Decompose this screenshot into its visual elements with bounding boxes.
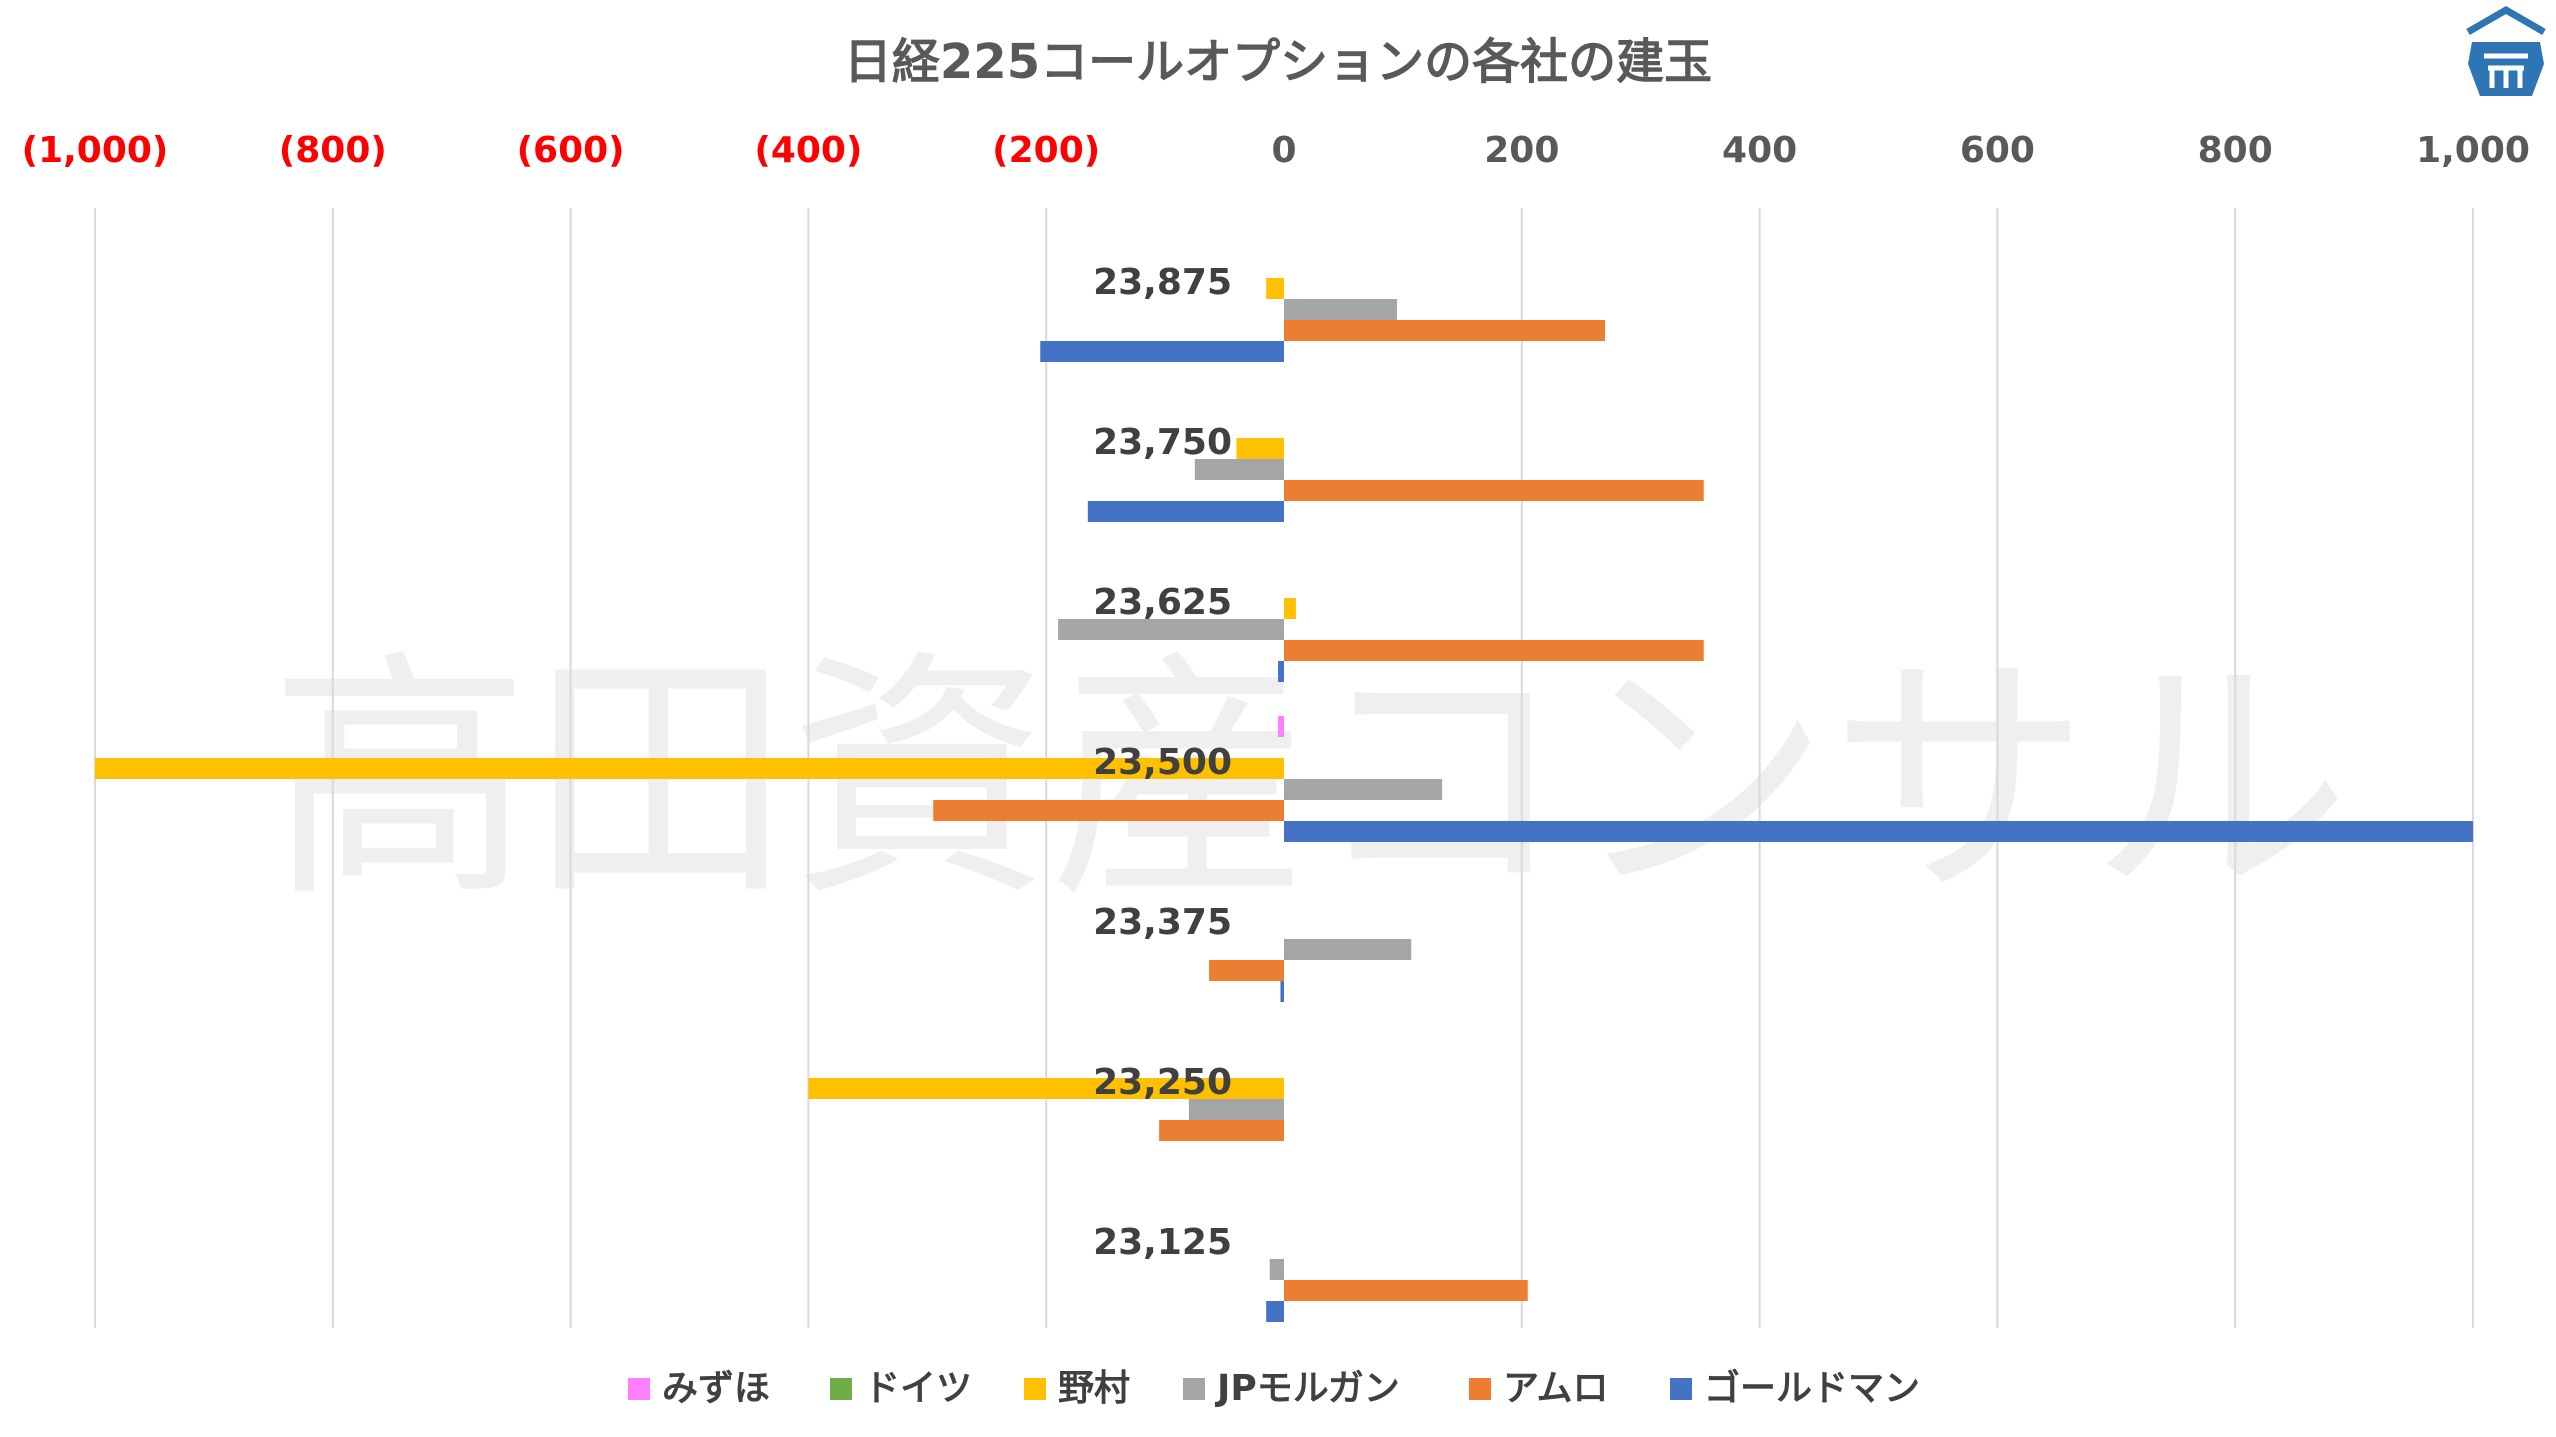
bar-ゴールドマン-23,125 — [1266, 1301, 1284, 1322]
bar-JPモルガン-23,875 — [1284, 299, 1397, 320]
logo-mark — [2484, 53, 2528, 88]
bar-ゴールドマン-23,750 — [1087, 501, 1284, 522]
bar-JPモルガン-23,250 — [1188, 1099, 1284, 1120]
x-tick-label: 0 — [1271, 130, 1296, 171]
bar-野村-23,500 — [95, 758, 1284, 779]
bar-アムロ-23,625 — [1284, 640, 1704, 661]
legend-swatch — [1183, 1378, 1205, 1400]
legend-item: ゴールドマン — [1670, 1367, 1920, 1409]
legend-item: みずほ — [628, 1368, 770, 1409]
bar-アムロ-23,250 — [1159, 1120, 1284, 1141]
legend-swatch — [1670, 1378, 1692, 1400]
bar-アムロ-23,375 — [1209, 960, 1284, 981]
category-label: 23,500 — [1093, 742, 1232, 783]
legend: みずほ ドイツ 野村 JPモルガン アムロ ゴールドマン — [628, 1367, 1920, 1409]
legend-item: JPモルガン — [1183, 1368, 1400, 1409]
bar-JPモルガン-23,625 — [1058, 619, 1284, 640]
legend-label: JPモルガン — [1214, 1368, 1400, 1409]
category-labels: 23,875 23,750 23,625 23,500 23,375 23,250 23,1… — [1093, 262, 1232, 1263]
logo-icon — [2466, 5, 2546, 96]
x-tick-label: 400 — [1722, 130, 1797, 171]
category-label: 23,250 — [1093, 1062, 1232, 1103]
legend-label: アムロ — [1503, 1368, 1608, 1409]
category-label: 23,875 — [1093, 262, 1232, 303]
x-tick-label: 600 — [1960, 130, 2035, 171]
legend-swatch — [1469, 1378, 1491, 1400]
category-label: 23,750 — [1093, 422, 1232, 463]
x-tick-label: 800 — [2198, 130, 2273, 171]
bar-アムロ-23,125 — [1284, 1280, 1528, 1301]
bar-アムロ-23,750 — [1284, 480, 1704, 501]
legend-swatch — [628, 1378, 650, 1400]
x-tick-label: (400) — [754, 130, 862, 171]
legend-item: アムロ — [1469, 1368, 1608, 1409]
legend-item: 野村 — [1024, 1368, 1130, 1409]
bar-JPモルガン-23,125 — [1269, 1259, 1284, 1280]
legend-label: ドイツ — [864, 1368, 972, 1409]
bar-アムロ-23,875 — [1284, 320, 1606, 341]
x-tick-label: (600) — [517, 130, 625, 171]
x-tick-label: (1,000) — [22, 130, 169, 171]
x-tick-label: 1,000 — [2416, 130, 2530, 171]
category-label: 23,625 — [1093, 582, 1232, 623]
bar-野村-23,625 — [1284, 598, 1296, 619]
bar-JPモルガン-23,750 — [1194, 459, 1284, 480]
bars — [95, 278, 2473, 1322]
bar-野村-23,750 — [1236, 438, 1284, 459]
logo-roof — [2466, 5, 2546, 36]
legend-label: 野村 — [1058, 1368, 1130, 1409]
x-axis-ticks: (1,000) (800) (600) (400) (200) 0 200 400 600 800… — [22, 130, 2530, 171]
legend-swatch — [1024, 1378, 1046, 1400]
chart-title: 日経225コールオプションの各社の建玉 — [844, 34, 1712, 90]
bar-野村-23,875 — [1266, 278, 1284, 299]
legend-label: みずほ — [662, 1368, 770, 1409]
legend-item: ドイツ — [830, 1368, 972, 1409]
bar-アムロ-23,500 — [933, 800, 1284, 821]
bar-みずほ-23,500 — [1278, 716, 1284, 737]
bar-ゴールドマン-23,500 — [1284, 821, 2473, 842]
bar-野村-23,250 — [808, 1078, 1284, 1099]
bar-ゴールドマン-23,625 — [1278, 661, 1284, 682]
category-label: 23,375 — [1093, 902, 1232, 943]
x-tick-label: (800) — [279, 130, 387, 171]
legend-swatch — [830, 1378, 852, 1400]
bar-JPモルガン-23,500 — [1284, 779, 1443, 800]
x-tick-label: 200 — [1484, 130, 1559, 171]
bar-ゴールドマン-23,875 — [1040, 341, 1284, 362]
bar-JPモルガン-23,375 — [1284, 939, 1412, 960]
category-label: 23,125 — [1093, 1222, 1232, 1263]
bar-ゴールドマン-23,375 — [1280, 981, 1284, 1002]
legend-label: ゴールドマン — [1704, 1367, 1920, 1409]
x-tick-label: (200) — [992, 130, 1100, 171]
